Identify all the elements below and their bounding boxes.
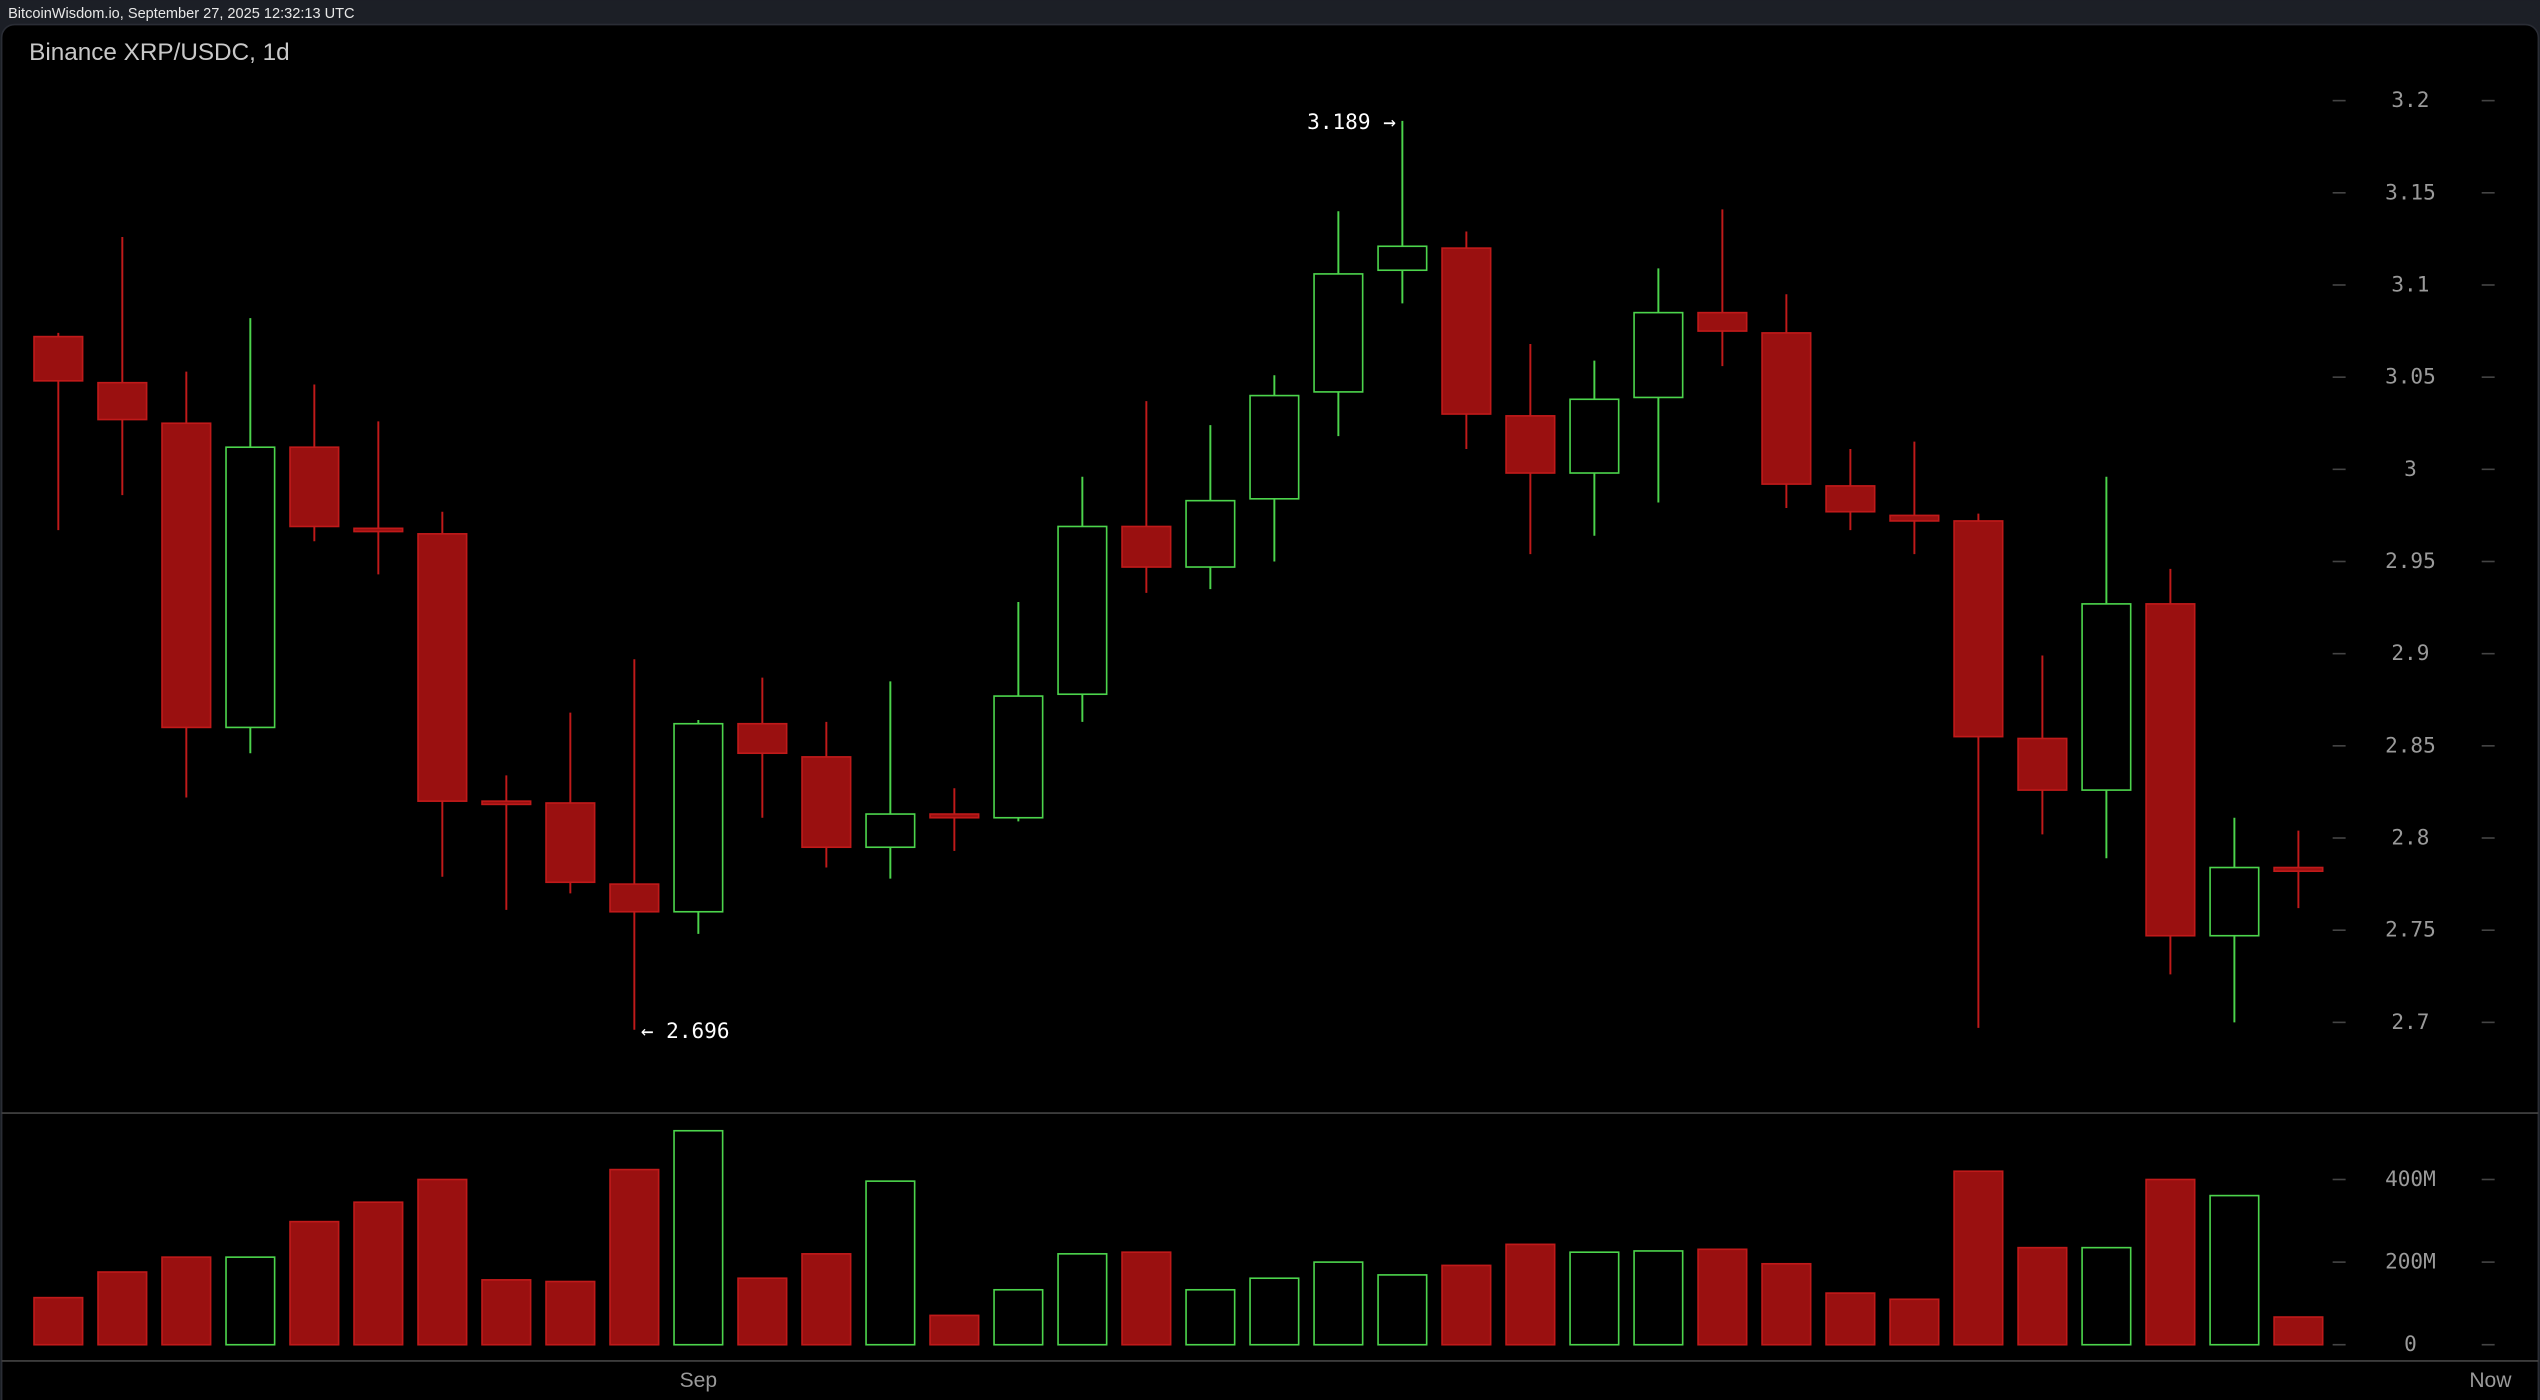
x-axis-label: Sep (680, 1369, 717, 1392)
candle-body (2145, 603, 2196, 937)
volume-bar (545, 1280, 596, 1346)
x-axis-label: Now (2469, 1369, 2512, 1392)
price-tick-label: 3.2 (2391, 87, 2429, 112)
candle-body (97, 381, 148, 421)
candle-body (417, 533, 468, 802)
volume-bar (2273, 1316, 2324, 1346)
candle-body (2273, 866, 2324, 873)
candle-body (161, 422, 212, 729)
candle-body (1889, 514, 1940, 522)
volume-tick-label: 0 (2404, 1331, 2417, 1356)
candle-body (289, 446, 340, 528)
volume-bar (1825, 1292, 1876, 1346)
candle-body (993, 695, 1044, 819)
volume-bar (1057, 1253, 1108, 1346)
price-tick-label: 3.15 (2385, 179, 2436, 204)
volume-bar (929, 1314, 980, 1346)
candle-body (33, 335, 84, 382)
candle-body (1505, 415, 1556, 474)
candle-body (1953, 520, 2004, 738)
source-timestamp: BitcoinWisdom.io, September 27, 2025 12:… (8, 6, 354, 22)
volume-bar (1633, 1250, 1684, 1346)
price-tick-label: 2.75 (2385, 917, 2436, 942)
candle-body (353, 527, 404, 533)
volume-bar (1697, 1248, 1748, 1346)
price-tick-label: 3.05 (2385, 364, 2436, 389)
volume-bar (161, 1256, 212, 1346)
price-tick-label: 3.1 (2391, 271, 2429, 296)
volume-bar (1953, 1170, 2004, 1346)
chart-title: Binance XRP/USDC, 1d (29, 39, 289, 66)
volume-bar (1121, 1251, 1172, 1346)
candle-body (929, 813, 980, 819)
volume-bar (673, 1129, 724, 1346)
low-annotation: ← 2.696 (641, 1018, 730, 1043)
volume-bar (1185, 1288, 1236, 1346)
price-tick-label: 2.9 (2391, 640, 2429, 665)
price-tick-label: 2.85 (2385, 732, 2436, 757)
candle-body (1697, 311, 1748, 332)
candle-body (1761, 332, 1812, 485)
candle-body (673, 722, 724, 913)
volume-bar (865, 1180, 916, 1346)
volume-bar (2081, 1246, 2132, 1346)
volume-bar (353, 1201, 404, 1346)
candle-body (1057, 525, 1108, 696)
volume-bar (97, 1271, 148, 1346)
candle-body (1633, 311, 1684, 399)
volume-bar (609, 1168, 660, 1346)
candle-body (801, 756, 852, 849)
candle-body (2017, 737, 2068, 791)
volume-bar (2145, 1178, 2196, 1346)
high-annotation: 3.189 → (1307, 109, 1396, 134)
volume-bar (1441, 1264, 1492, 1346)
volume-tick-label: 200M (2385, 1249, 2436, 1274)
candle-body (609, 883, 660, 913)
volume-bar (1889, 1298, 1940, 1346)
candle-body (1185, 499, 1236, 568)
volume-bar (289, 1220, 340, 1346)
volume-bar (1761, 1262, 1812, 1346)
volume-bar (417, 1178, 468, 1346)
candle-body (545, 802, 596, 884)
volume-bar (993, 1288, 1044, 1346)
price-tick-label: 2.8 (2391, 824, 2429, 849)
volume-bar (481, 1279, 532, 1346)
price-tick-label: 2.7 (2391, 1009, 2429, 1034)
volume-bar (225, 1256, 276, 1346)
volume-bar (1249, 1277, 1300, 1346)
chart-panel (0, 23, 2540, 1400)
candle-body (865, 813, 916, 849)
price-tick-label: 2.95 (2385, 548, 2436, 573)
volume-bar (1569, 1251, 1620, 1346)
volume-bar (737, 1277, 788, 1346)
volume-bar (2017, 1246, 2068, 1346)
candle-body (1569, 398, 1620, 474)
volume-bar (1505, 1243, 1556, 1346)
candle-body (225, 446, 276, 729)
volume-bar (801, 1253, 852, 1346)
candle-body (1121, 525, 1172, 568)
candle-body (1377, 245, 1428, 272)
volume-bar (2209, 1194, 2260, 1346)
candle-body (2081, 603, 2132, 791)
price-tick-label: 3 (2404, 456, 2417, 481)
candle-body (1825, 485, 1876, 513)
volume-bar (1377, 1274, 1428, 1346)
candle-body (1249, 394, 1300, 500)
candle-body (2209, 866, 2260, 937)
candle-body (1313, 273, 1364, 393)
candle-body (481, 800, 532, 806)
candle-body (737, 722, 788, 755)
volume-bar (1313, 1261, 1364, 1346)
candle-body (1441, 247, 1492, 415)
volume-bar (33, 1296, 84, 1346)
volume-tick-label: 400M (2385, 1166, 2436, 1191)
